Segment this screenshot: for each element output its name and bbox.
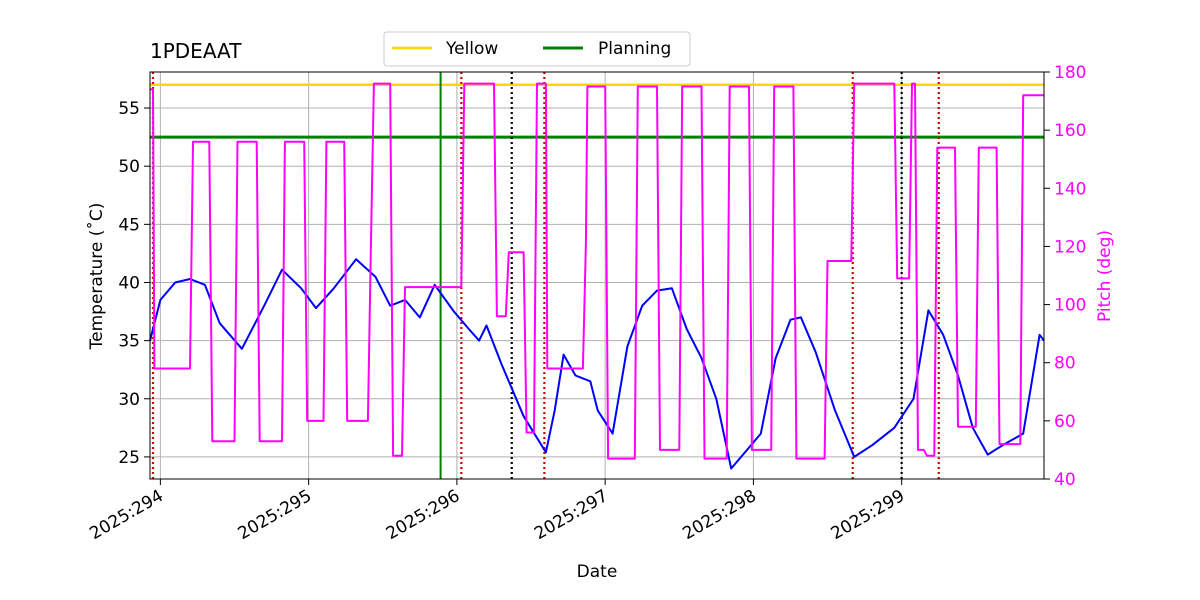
y2-tick-label-3: 100 bbox=[1054, 296, 1086, 316]
y-tick-label-0: 25 bbox=[118, 448, 140, 468]
y2-tick-label-2: 80 bbox=[1054, 354, 1076, 374]
x-tick-label-1: 2025:295 bbox=[235, 486, 316, 544]
y-tick-label-6: 55 bbox=[118, 99, 140, 119]
y2-tick-label-1: 60 bbox=[1054, 412, 1076, 432]
temperature-series-line bbox=[149, 258, 1045, 470]
y-tick-label-2: 35 bbox=[118, 332, 140, 352]
y-tick-label-3: 40 bbox=[118, 273, 140, 293]
y-tick-label-1: 30 bbox=[118, 390, 140, 410]
y-tick-label-4: 45 bbox=[118, 215, 140, 235]
y2-tick-label-5: 140 bbox=[1054, 179, 1086, 199]
y-tick-label-5: 50 bbox=[118, 157, 140, 177]
x-tick-label-5: 2025:299 bbox=[828, 486, 909, 544]
plot-frame bbox=[149, 71, 1045, 480]
y-axis-label: Temperature (˚C) bbox=[86, 203, 107, 351]
x-axis-label: Date bbox=[577, 562, 618, 582]
y2-tick-label-4: 120 bbox=[1054, 237, 1086, 257]
x-tick-label-2: 2025:296 bbox=[383, 486, 464, 544]
legend-label-yellow: Yellow bbox=[445, 39, 498, 59]
x-tick-label-0: 2025:294 bbox=[86, 486, 167, 544]
x-tick-label-4: 2025:298 bbox=[679, 486, 760, 544]
series bbox=[149, 82, 1045, 470]
legend: Yellow Planning bbox=[383, 31, 691, 67]
pitch-series-line bbox=[150, 82, 1044, 460]
legend-box bbox=[383, 31, 691, 67]
legend-label-planning: Planning bbox=[598, 39, 671, 59]
y2-tick-label-6: 160 bbox=[1054, 121, 1086, 141]
y2-tick-label-0: 40 bbox=[1054, 470, 1076, 490]
y2-tick-label-7: 180 bbox=[1054, 63, 1086, 83]
chart-title: 1PDEAAT bbox=[150, 39, 242, 63]
y2-axis-label: Pitch (deg) bbox=[1095, 230, 1115, 322]
x-tick-label-3: 2025:297 bbox=[531, 486, 612, 544]
